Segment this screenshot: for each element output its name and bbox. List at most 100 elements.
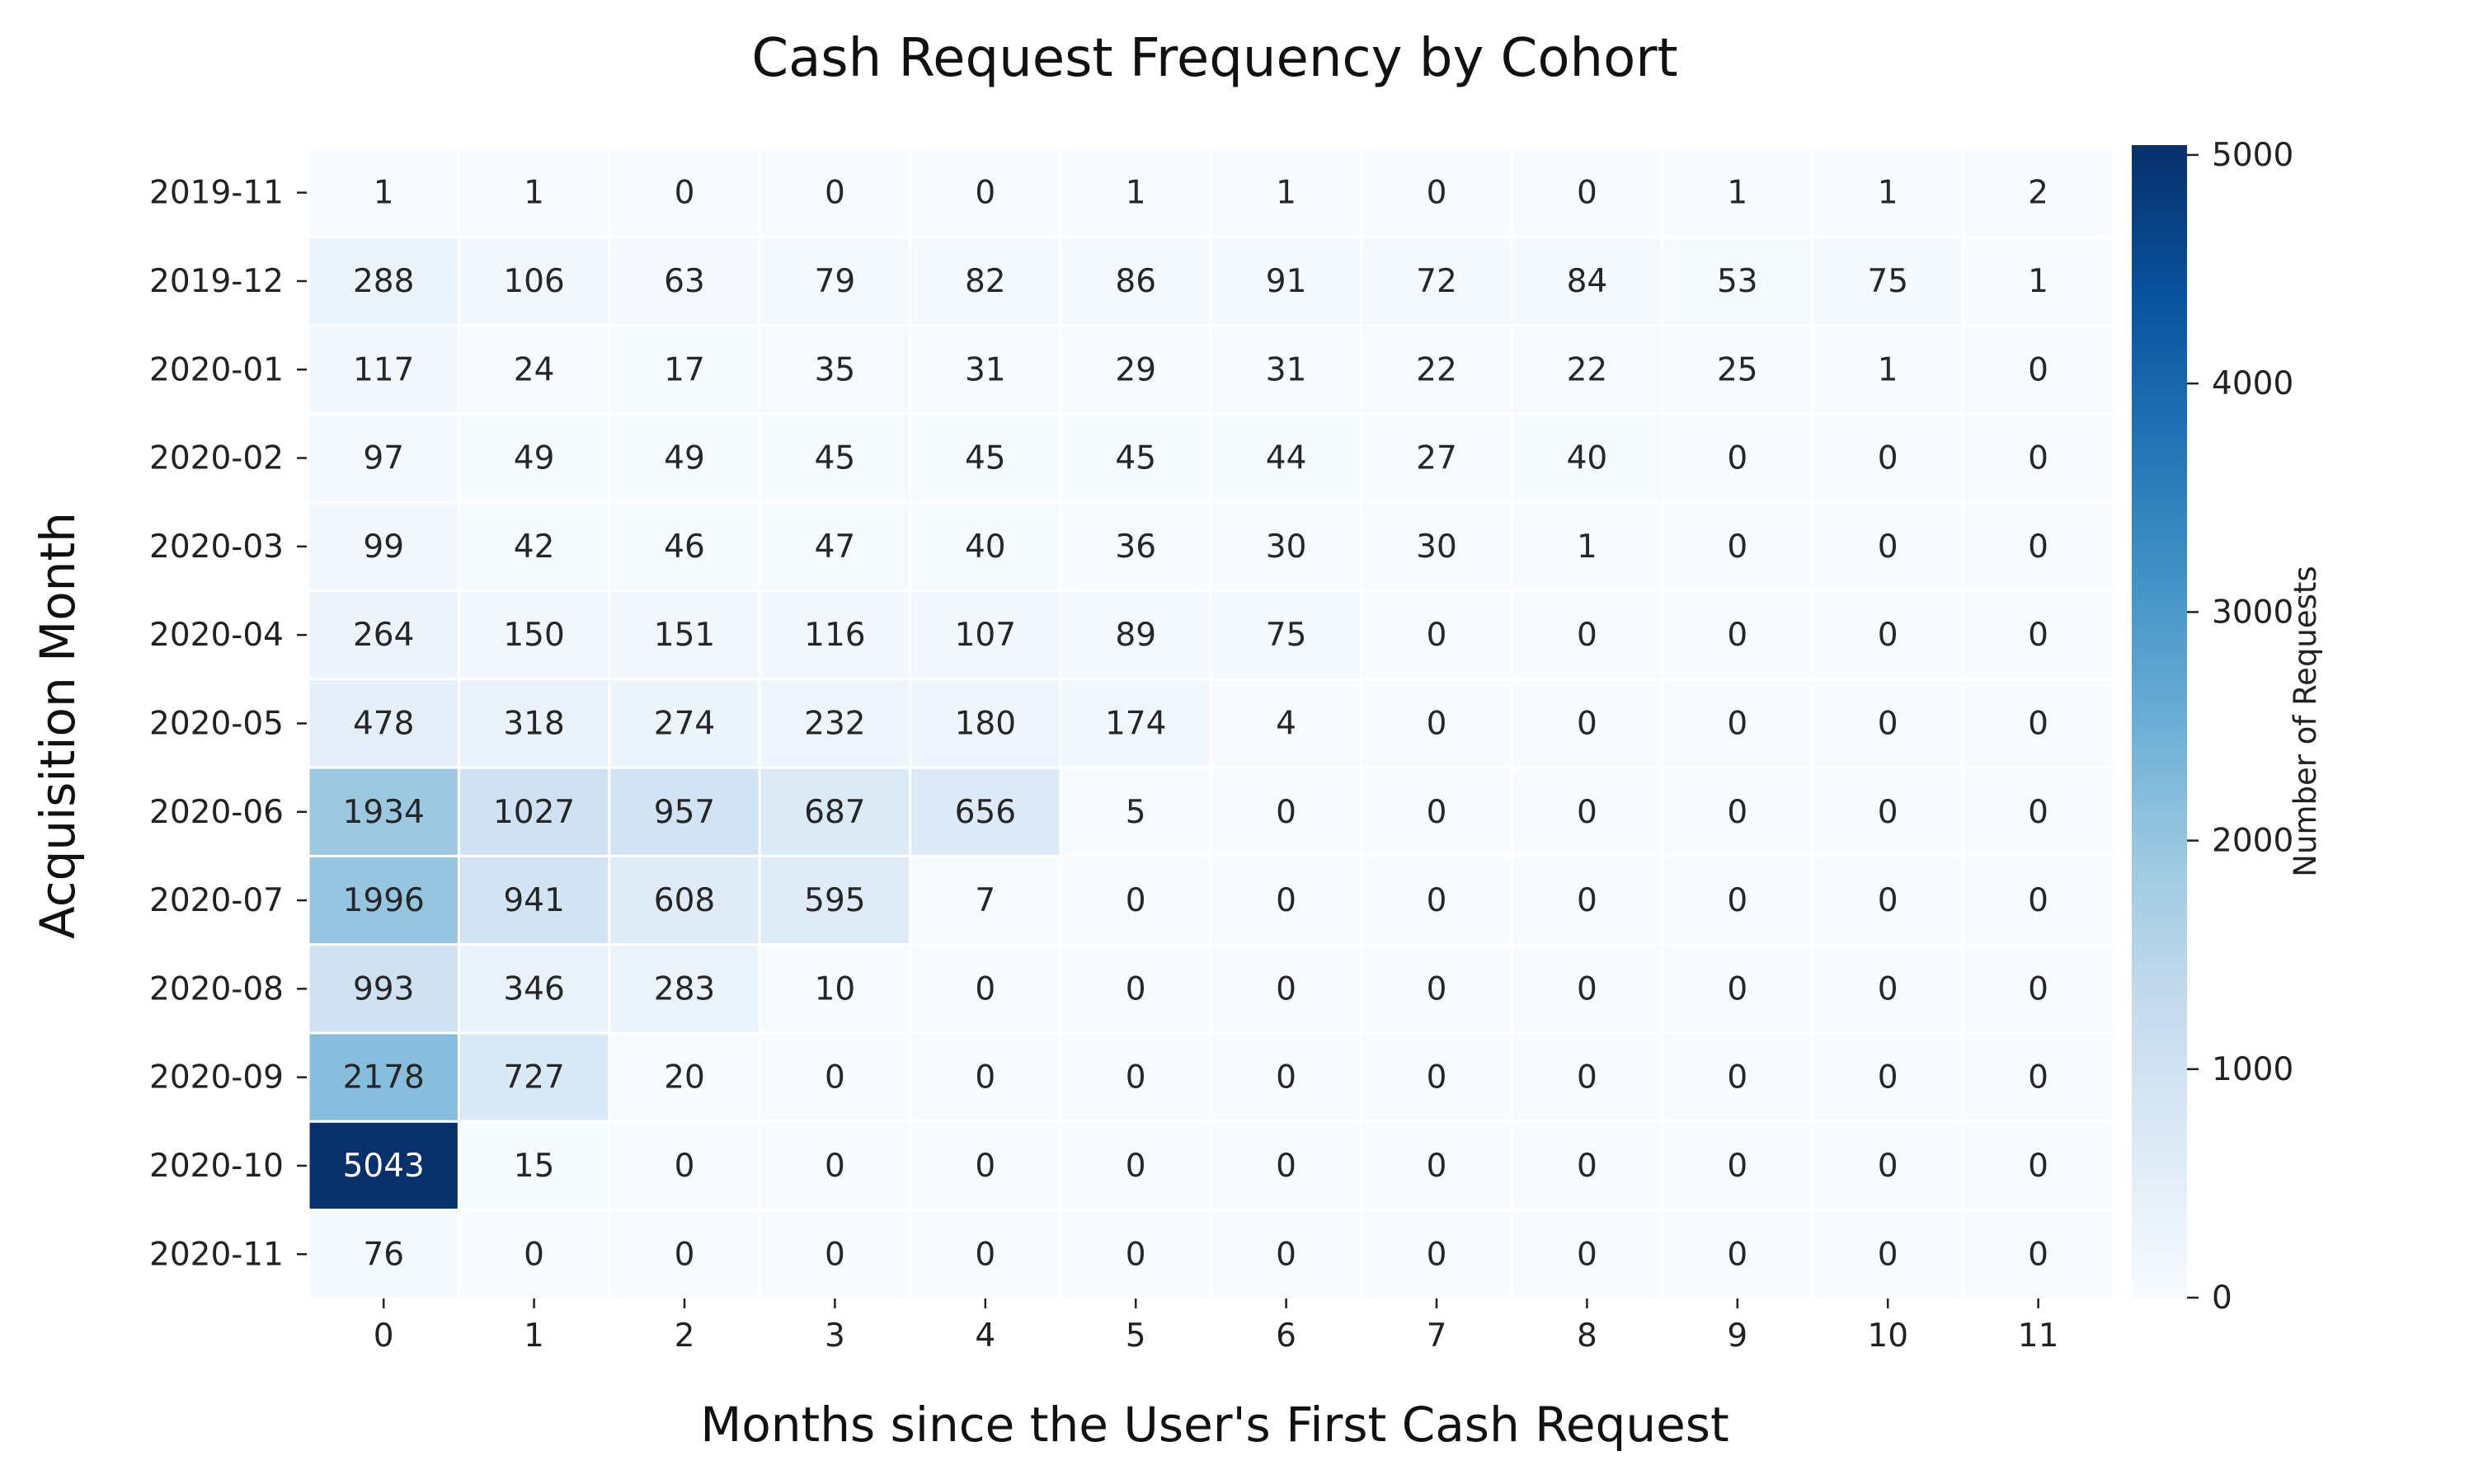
heatmap-cell-label: 46	[664, 528, 705, 566]
heatmap-cell-label: 151	[654, 617, 715, 654]
heatmap-cell-label: 0	[1577, 175, 1597, 212]
heatmap-cell-label: 608	[654, 882, 715, 919]
heatmap-cell	[1209, 589, 1363, 681]
heatmap-cell	[909, 500, 1062, 593]
heatmap-cell	[758, 412, 912, 504]
heatmap-cell-label: 0	[825, 1059, 845, 1097]
heatmap-cell-label: 0	[2028, 794, 2048, 831]
heatmap-cell-label: 75	[1266, 617, 1307, 654]
heatmap-cell-label: 0	[2028, 528, 2048, 566]
heatmap-cell	[758, 766, 912, 857]
heatmap-cell	[1661, 943, 1814, 1035]
heatmap-cell-label: 687	[804, 794, 865, 831]
colorbar-tick-label: 5000	[2212, 137, 2293, 174]
y-tick-label: 2020-09	[149, 1059, 284, 1097]
heatmap-cell-label: 0	[1878, 528, 1898, 566]
heatmap-cell	[1360, 943, 1513, 1035]
heatmap-cell-label: 89	[1115, 617, 1156, 654]
heatmap-cell	[1059, 678, 1212, 769]
heatmap-cell	[608, 678, 761, 769]
heatmap-cell-label: 1	[2028, 263, 2048, 300]
heatmap-cell-label: 0	[1577, 882, 1597, 919]
heatmap-cell-label: 346	[503, 970, 564, 1007]
heatmap-cell-label: 75	[1867, 263, 1908, 300]
heatmap-cell-label: 47	[815, 528, 856, 566]
heatmap-cell-label: 29	[1115, 351, 1156, 388]
heatmap-cell	[1661, 1120, 1814, 1212]
heatmap-cell-label: 31	[1266, 351, 1307, 388]
heatmap-cell-label: 0	[2028, 882, 2048, 919]
heatmap-cell	[1661, 235, 1814, 327]
heatmap-cell	[1209, 678, 1363, 769]
heatmap-cell-label: 2	[2028, 175, 2048, 212]
heatmap-cell	[608, 500, 761, 593]
heatmap-cell-label: 264	[353, 617, 414, 654]
heatmap-cell	[307, 500, 460, 593]
heatmap-cell-label: 1996	[343, 882, 425, 919]
x-axis-title: Months since the User's First Cash Reque…	[700, 1397, 1729, 1453]
heatmap-cell	[1961, 854, 2115, 946]
heatmap-cell-label: 24	[514, 351, 555, 388]
x-tick-label: 7	[1427, 1317, 1447, 1355]
heatmap-cell-label: 76	[363, 1236, 404, 1273]
y-tick-label: 2019-11	[149, 175, 284, 212]
heatmap-cell-label: 0	[1727, 440, 1747, 477]
heatmap-cell-label: 82	[965, 263, 1006, 300]
heatmap-cell	[1961, 1120, 2115, 1212]
heatmap-cell-label: 0	[1878, 794, 1898, 831]
heatmap-cell-label: 45	[815, 440, 856, 477]
heatmap-cell-label: 40	[1567, 440, 1608, 477]
heatmap-cell-label: 0	[1427, 970, 1447, 1007]
heatmap-cell	[608, 1031, 761, 1123]
heatmap-cell-label: 84	[1567, 263, 1608, 300]
heatmap-cell-label: 99	[363, 528, 404, 566]
heatmap-cell-label: 86	[1115, 263, 1156, 300]
heatmap-cell	[307, 1031, 460, 1123]
heatmap-cell	[1209, 854, 1363, 946]
heatmap-cell-label: 0	[1878, 970, 1898, 1007]
heatmap-cell-label: 0	[1427, 1059, 1447, 1097]
heatmap-cell	[1961, 678, 2115, 769]
heatmap-cell-label: 0	[1727, 1236, 1747, 1273]
heatmap-cell-label: 45	[965, 440, 1006, 477]
colorbar-gradient	[2132, 145, 2187, 1298]
heatmap-cell-label: 595	[804, 882, 865, 919]
heatmap-cell-label: 0	[975, 1148, 995, 1185]
heatmap-cell-label: 0	[524, 1236, 544, 1273]
heatmap-cell-label: 0	[975, 1236, 995, 1273]
heatmap-cell	[1360, 500, 1513, 593]
heatmap-cell-label: 0	[1727, 1059, 1747, 1097]
heatmap-cell-label: 0	[1727, 794, 1747, 831]
heatmap-cell	[758, 1209, 912, 1300]
heatmap-cell	[1360, 1209, 1513, 1300]
heatmap-cell-label: 941	[503, 882, 564, 919]
heatmap-cell	[1961, 1031, 2115, 1123]
heatmap-cell	[457, 235, 611, 327]
heatmap-cell-label: 1	[1126, 175, 1146, 212]
x-tick-label: 4	[975, 1317, 995, 1355]
heatmap-cell-label: 35	[815, 351, 856, 388]
heatmap-cell-label: 0	[975, 175, 995, 212]
heatmap-cell-label: 30	[1266, 528, 1307, 566]
heatmap-cell-label: 72	[1416, 263, 1457, 300]
heatmap-cell	[1209, 943, 1363, 1035]
x-tick-label: 3	[825, 1317, 845, 1355]
heatmap-cell-label: 15	[514, 1148, 555, 1185]
heatmap-cell	[1059, 235, 1212, 327]
heatmap-cell	[457, 678, 611, 769]
heatmap-cell	[1510, 235, 1664, 327]
heatmap-cell-label: 0	[1427, 882, 1447, 919]
heatmap-cell	[909, 766, 1062, 857]
heatmap-cell-label: 727	[503, 1059, 564, 1097]
x-tick-label: 8	[1577, 1317, 1597, 1355]
heatmap-cell-label: 2178	[343, 1059, 425, 1097]
heatmap-cell-label: 0	[825, 175, 845, 212]
heatmap-cell	[1811, 1209, 1964, 1300]
heatmap-cell-label: 180	[955, 705, 1016, 742]
y-axis-title: Acquisition Month	[30, 512, 86, 939]
heatmap-cell	[307, 766, 460, 857]
heatmap-cell-label: 63	[664, 263, 705, 300]
heatmap-cell	[909, 1209, 1062, 1300]
heatmap-cell	[307, 854, 460, 946]
